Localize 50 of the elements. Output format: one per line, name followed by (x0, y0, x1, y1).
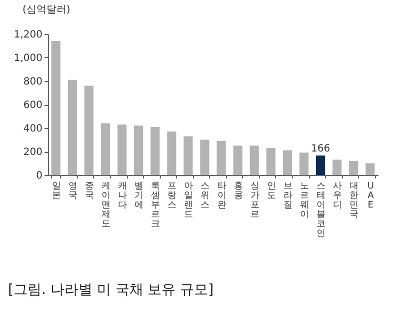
bar (68, 80, 77, 175)
bar (316, 155, 326, 175)
x-tick-label: 영국 (68, 182, 78, 201)
y-tick-label: 400 (23, 124, 42, 134)
y-tick-label: 600 (23, 100, 42, 111)
x-tick-label: 대한민국 (350, 182, 359, 220)
x-tick-label: 스테이블 코인 (316, 182, 326, 239)
bar (349, 160, 358, 175)
y-tick-label: 200 (23, 147, 42, 158)
bar (134, 126, 144, 175)
x-tick-label: 인도 (266, 182, 276, 201)
x-tick-label: 중국 (84, 182, 94, 201)
bar (167, 132, 176, 175)
bar (100, 123, 110, 175)
bar (366, 163, 375, 175)
x-tick-label: 캐나다 (118, 182, 128, 210)
x-tick-label: 노르웨이 (300, 182, 309, 220)
x-tick-label: 프랑스 (168, 182, 177, 210)
x-tick-label: 스위스 (200, 182, 210, 210)
y-tick-label: 800 (23, 76, 42, 88)
bar (266, 148, 276, 175)
bar (200, 140, 210, 175)
x-tick-label: 브라질 (283, 182, 292, 210)
bar (184, 136, 193, 175)
data-label: 166 (310, 143, 330, 154)
x-tick-label: 싱가포르 (250, 182, 260, 220)
bar (117, 124, 127, 175)
x-tick-label: 타이완 (217, 182, 226, 210)
x-tick-label: 일본 (52, 182, 61, 201)
y-tick-label: 1,000 (14, 53, 42, 64)
bar (299, 152, 309, 175)
x-tick-label: 케이맨 제도 (101, 182, 110, 230)
x-tick-label: 홍콩 (234, 182, 243, 201)
x-tick-label: 아일랜드 (184, 182, 194, 220)
y-tick-label: 1,200 (14, 30, 42, 40)
x-tick-label: UAE (367, 182, 375, 210)
x-tick-label: 룩셈부르크 (151, 182, 160, 230)
bar (84, 86, 94, 175)
bar (332, 160, 342, 175)
x-tick-label: 사우디 (333, 182, 342, 210)
x-tick-label: 벨기에 (134, 182, 144, 210)
bar (233, 146, 242, 175)
bar (150, 126, 160, 175)
y-tick-label: 0 (36, 170, 42, 182)
text: [그림. 나라별 미 국채 보유 규모] (8, 281, 214, 299)
bar (250, 146, 259, 175)
bar (216, 140, 226, 175)
bar (51, 41, 60, 175)
bar (282, 150, 292, 175)
y-axis-title: (십억달러) (22, 4, 70, 16)
